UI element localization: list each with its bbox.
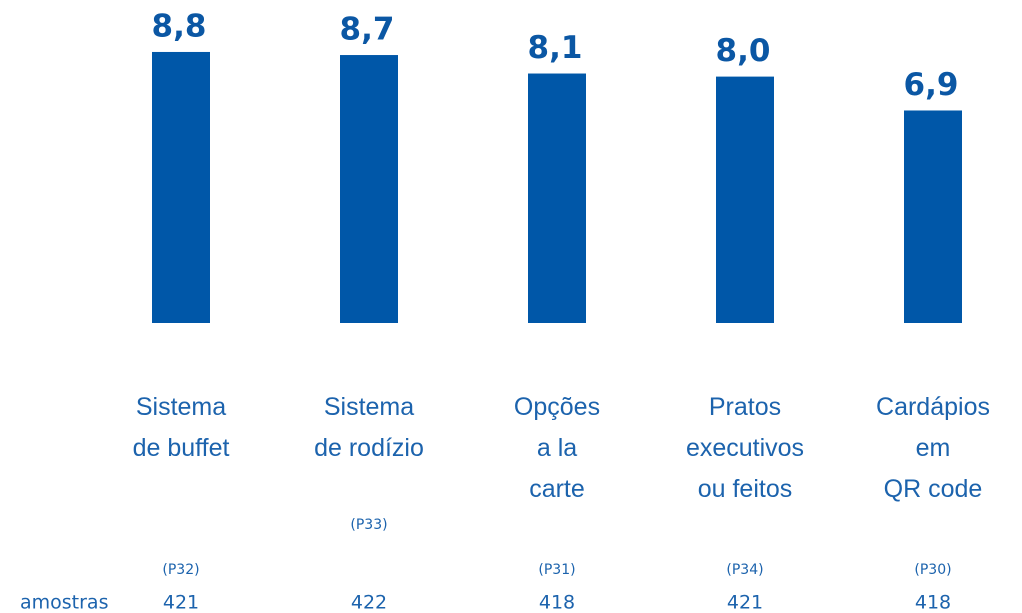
x-tick-label-line: de buffet [133,434,230,462]
x-tick-label-line: Pratos [709,393,781,421]
bar [528,73,586,324]
sample-count: 418 [915,592,951,613]
x-tick-label-line: Sistema [324,393,414,421]
x-tick-label-line: de rodízio [314,434,424,462]
question-code: (P33) [350,517,387,533]
x-tick-label: Opções a la carte [514,393,600,503]
x-tick-label: Cardápios em QR code [876,393,990,503]
value-label: 8,8 [152,8,207,44]
x-tick-label-line: em [916,434,951,462]
value-label: 8,0 [716,33,771,69]
sample-count: 422 [351,592,387,613]
x-tick-label: Sistema de buffet [133,393,230,462]
sample-count: 421 [163,592,199,613]
question-code: (P34) [726,562,763,578]
x-tick-label-line: Sistema [136,393,226,421]
bar [152,51,210,324]
sample-count: 418 [539,592,575,613]
x-tick-label-line: QR code [884,475,983,503]
x-tick-label-line: executivos [686,434,804,462]
value-label: 8,1 [528,30,583,66]
bar [716,76,774,323]
value-label: 6,9 [904,67,959,103]
x-tick-label: Pratos executivos ou feitos [686,393,804,503]
x-tick-label-line: ou feitos [698,475,793,503]
question-code: (P30) [914,562,951,578]
question-code: (P31) [538,562,575,578]
x-tick-label-line: Opções [514,393,600,421]
sample-count: 421 [727,592,763,613]
x-tick-label-line: Cardápios [876,393,990,421]
bar [340,55,398,323]
x-tick-label: Sistema de rodízio [314,393,424,462]
question-code: (P32) [162,562,199,578]
x-tick-label-line: carte [529,475,585,503]
samples-label: amostras [20,592,108,613]
x-tick-label-line: a la [537,434,577,462]
bar [904,110,962,323]
value-label: 8,7 [340,12,395,48]
